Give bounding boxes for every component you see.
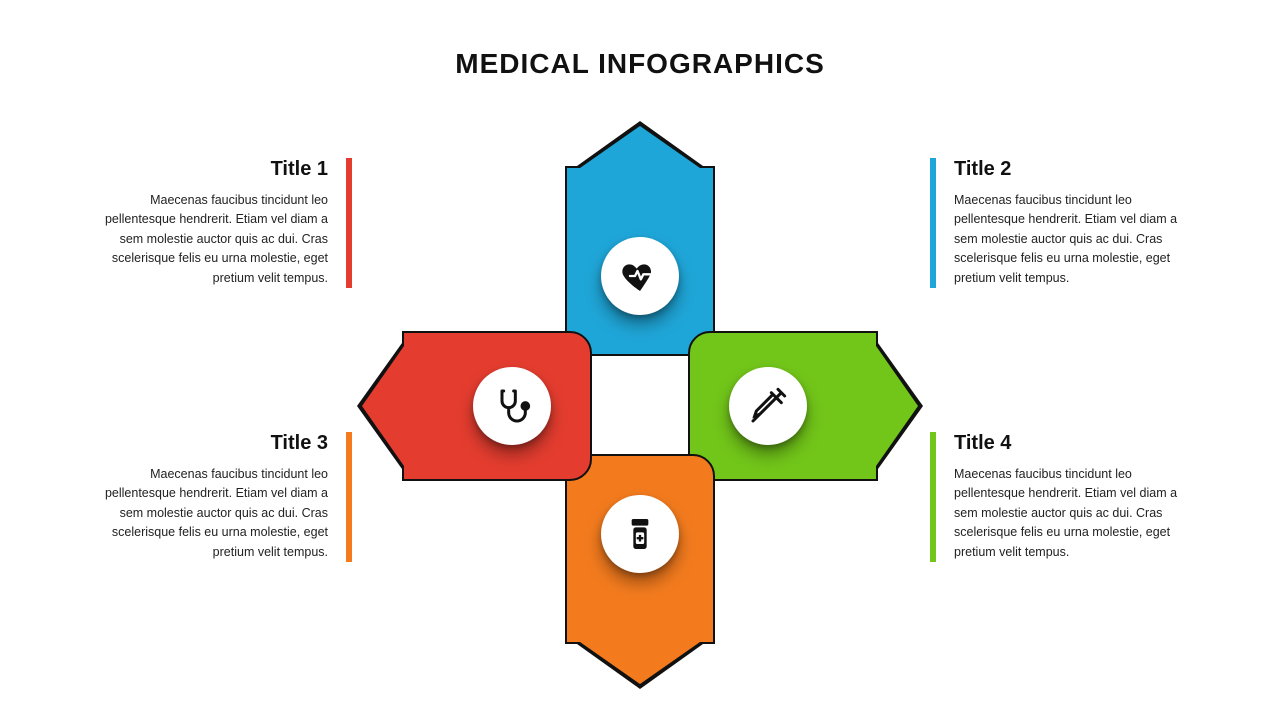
pill-bottle-icon <box>601 495 679 573</box>
block-1-body: Maecenas faucibus tincidunt leo pellente… <box>82 191 328 288</box>
text-block-2: Title 2 Maecenas faucibus tincidunt leo … <box>930 158 1200 288</box>
block-3-body: Maecenas faucibus tincidunt leo pellente… <box>82 465 328 562</box>
block-4-body: Maecenas faucibus tincidunt leo pellente… <box>954 465 1200 562</box>
heart-pulse-icon <box>601 237 679 315</box>
stethoscope-icon <box>473 367 551 445</box>
text-block-1: Title 1 Maecenas faucibus tincidunt leo … <box>82 158 352 288</box>
syringe-icon <box>729 367 807 445</box>
petal-right <box>688 331 878 481</box>
page-title: MEDICAL INFOGRAPHICS <box>0 48 1280 80</box>
petal-bottom <box>565 454 715 644</box>
text-block-3: Title 3 Maecenas faucibus tincidunt leo … <box>82 432 352 562</box>
block-3-title: Title 3 <box>82 432 328 455</box>
block-2-title: Title 2 <box>954 158 1200 181</box>
block-4-title: Title 4 <box>954 432 1200 455</box>
text-block-4: Title 4 Maecenas faucibus tincidunt leo … <box>930 432 1200 562</box>
block-2-body: Maecenas faucibus tincidunt leo pellente… <box>954 191 1200 288</box>
block-1-title: Title 1 <box>82 158 328 181</box>
plus-diagram <box>440 196 840 596</box>
petal-left <box>402 331 592 481</box>
petal-top <box>565 166 715 356</box>
